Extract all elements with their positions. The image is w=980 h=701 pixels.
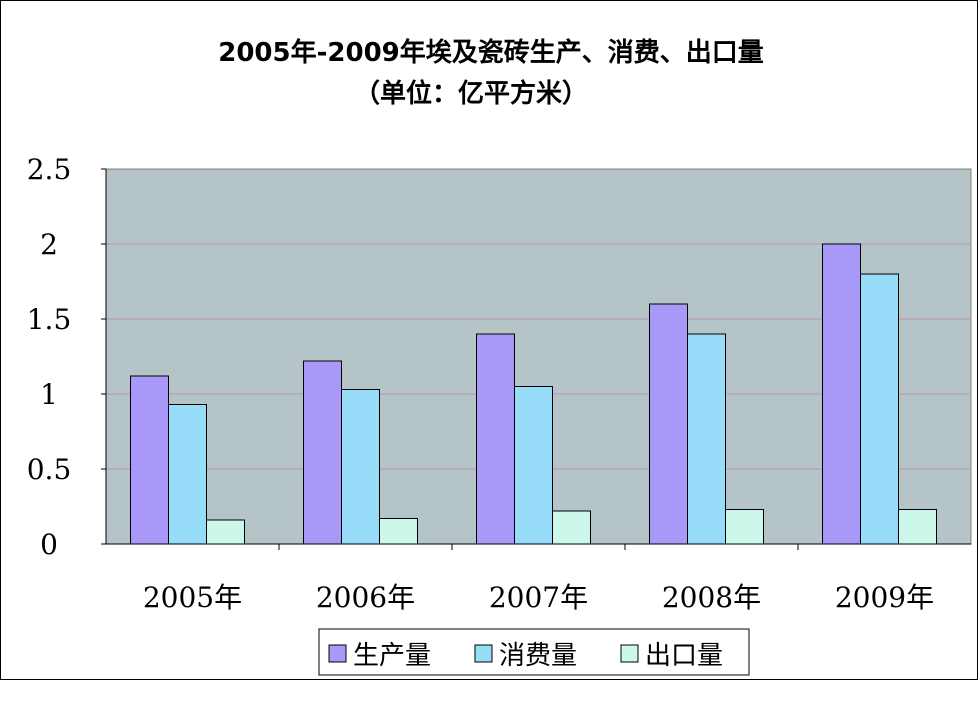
bar	[725, 509, 764, 545]
chart-frame: 2005年-2009年埃及瓷砖生产、消费、出口量 （单位：亿平方米） 0 0.5 1…	[0, 0, 978, 680]
legend-swatch	[328, 644, 347, 663]
bar	[898, 509, 937, 545]
y-tick-label: 2.5	[27, 153, 72, 186]
legend-label: 消费量	[499, 641, 577, 671]
legend-swatch	[474, 644, 493, 663]
bar	[130, 375, 169, 545]
bar	[552, 510, 591, 545]
y-tick-label: 0	[40, 528, 58, 561]
chart: 2005年-2009年埃及瓷砖生产、消费、出口量 （单位：亿平方米） 0 0.5 1…	[27, 37, 972, 676]
x-category-label: 2008年	[662, 581, 761, 614]
y-tick-label: 1	[40, 378, 58, 411]
bar	[860, 273, 899, 545]
bar	[476, 333, 515, 545]
y-tick-label: 2	[40, 228, 58, 261]
legend-swatch	[620, 644, 639, 663]
bar	[822, 243, 861, 545]
bar	[649, 303, 688, 545]
x-category-label: 2005年	[143, 581, 242, 614]
bar	[303, 360, 342, 545]
bar	[206, 519, 245, 545]
bar	[168, 404, 207, 545]
legend-label: 生产量	[353, 641, 431, 671]
chart-subtitle: （单位：亿平方米）	[354, 78, 588, 109]
x-category-label: 2009年	[835, 581, 934, 614]
y-tick-label: 0.5	[27, 453, 72, 486]
bar	[687, 333, 726, 545]
legend-box	[318, 628, 750, 676]
chart-title: 2005年-2009年埃及瓷砖生产、消费、出口量	[218, 37, 764, 68]
bar	[341, 389, 380, 545]
x-category-label: 2007年	[489, 581, 588, 614]
legend-label: 出口量	[645, 641, 723, 671]
bar	[379, 518, 418, 545]
bar	[514, 386, 553, 545]
y-tick-label: 1.5	[27, 303, 72, 336]
x-category-label: 2006年	[316, 581, 415, 614]
